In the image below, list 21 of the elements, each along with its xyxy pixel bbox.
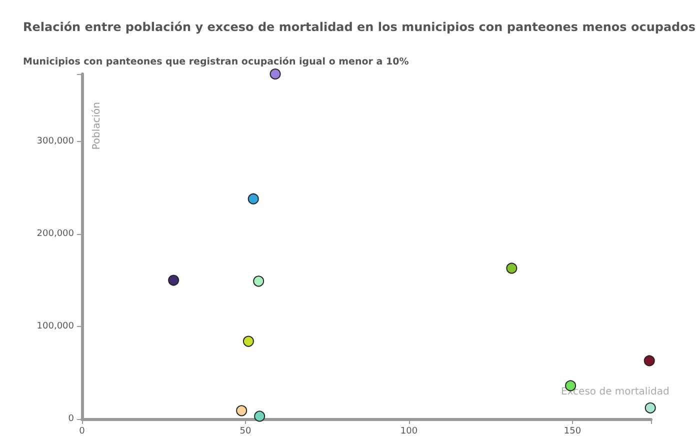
x-tick-label: 150 — [564, 426, 582, 436]
y-tick-label: 100,000 — [36, 322, 74, 332]
point — [270, 68, 281, 80]
point — [242, 336, 254, 347]
y-tick-label: 0 — [68, 414, 74, 424]
point — [168, 274, 180, 286]
point — [236, 405, 248, 416]
chart-title: Relación entre población y exceso de mortalidad en los municipios con panteones menos ocupados — [23, 20, 696, 34]
y-tick-label: 300,000 — [36, 136, 74, 147]
x-tick-label: 100 — [400, 426, 418, 436]
point — [254, 410, 266, 422]
point — [253, 276, 264, 287]
point — [506, 262, 518, 274]
chart-subtitle: Municipios con panteones que registran ocupación igual o menor a 10% — [23, 56, 410, 68]
x-tick-label: 0 — [79, 426, 86, 436]
point — [248, 193, 259, 204]
x-tick-label: 50 — [240, 426, 252, 436]
point — [644, 355, 655, 366]
y-axis-title: Población — [92, 102, 102, 150]
point — [644, 402, 656, 414]
y-tick-label: 200,000 — [36, 229, 74, 240]
